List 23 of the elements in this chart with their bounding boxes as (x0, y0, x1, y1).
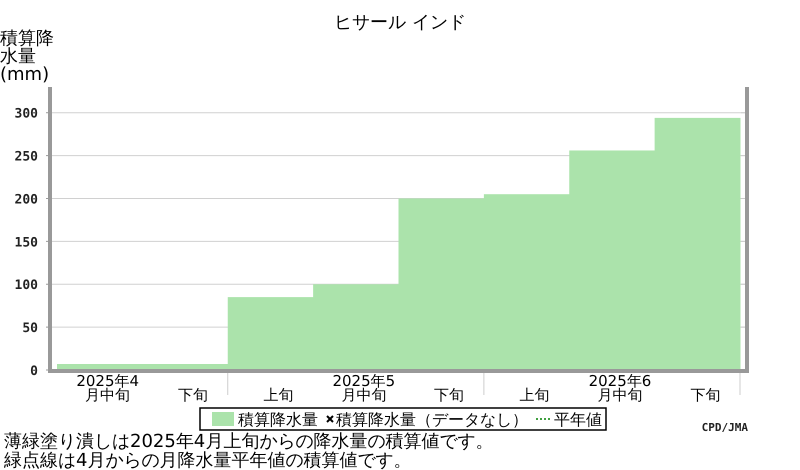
y-axis-title: 積算降水量(mm) (0, 28, 55, 85)
x-tick-label: 下旬 (433, 386, 466, 404)
x-tick-label: 上旬 (518, 386, 551, 404)
x-tick-label: 下旬 (689, 386, 722, 404)
x-tick-label: 2025年5月中旬 (331, 372, 396, 404)
x-tick-label: 2025年4月中旬 (75, 372, 140, 404)
x-tick-label: 下旬 (177, 386, 210, 404)
legend-label: 積算降水量（データなし） (336, 410, 528, 429)
legend-label: 積算降水量 (238, 410, 318, 429)
y-tick-label: 250 (14, 150, 38, 165)
text: CPD/JMA (702, 421, 748, 434)
x-tick-label: 上旬 (262, 386, 294, 404)
x-tick-label: 2025年6月中旬 (588, 372, 652, 404)
y-tick-label: 150 (14, 235, 38, 250)
chart-title: ヒサール インド (334, 12, 466, 33)
y-tick-label: 0 (30, 364, 38, 379)
legend-label: 平年値 (554, 410, 602, 429)
text: 薄緑塗り潰しは2025年4月上旬からの降水量の積算値です。 (4, 431, 494, 452)
y-tick-label: 50 (22, 321, 38, 336)
y-tick-label: 300 (14, 106, 38, 122)
y-tick-label: 100 (14, 278, 38, 294)
y-tick-label: 200 (14, 192, 38, 208)
text: 緑点線は4月からの月降水量平年値の積算値です。 (3, 450, 412, 470)
